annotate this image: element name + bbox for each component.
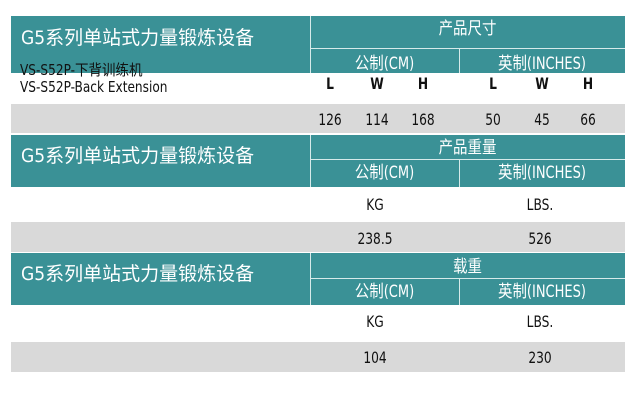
section-header-weight	[11, 135, 625, 187]
divider	[310, 159, 625, 160]
section-header-dimensions	[11, 16, 625, 73]
values-row	[11, 104, 625, 133]
metric-label: 公制(CM)	[354, 282, 415, 302]
section-header-load	[11, 253, 625, 305]
heading-load: 载重	[453, 257, 482, 277]
dimension-value: 45	[534, 110, 550, 129]
load-kg: 104	[363, 348, 387, 367]
series-title: G5系列单站式力量锻炼设备	[21, 144, 255, 167]
divider	[310, 135, 311, 187]
product-name-cn: VS-S52P-下背训练机	[20, 61, 143, 79]
dimension-value: 66	[580, 110, 596, 129]
values-row	[11, 342, 625, 372]
heading-weight: 产品重量	[438, 138, 497, 158]
imperial-label: 英制(INCHES)	[498, 163, 586, 183]
unit-kg: KG	[366, 195, 384, 214]
dimension-label: L	[326, 74, 334, 93]
divider	[459, 48, 460, 73]
heading-dimensions: 产品尺寸	[438, 19, 497, 39]
values-row	[11, 222, 625, 252]
dimension-label: W	[535, 74, 549, 93]
dimension-label: H	[417, 74, 429, 93]
dimension-value: 114	[365, 110, 389, 129]
unit-lbs: LBS.	[526, 195, 554, 214]
series-title: G5系列单站式力量锻炼设备	[21, 262, 255, 285]
dimension-value: 126	[318, 110, 342, 129]
metric-label: 公制(CM)	[354, 163, 415, 183]
unit-kg: KG	[366, 312, 384, 331]
product-name-en: VS-S52P-Back Extension	[20, 78, 168, 96]
series-title: G5系列单站式力量锻炼设备	[21, 26, 255, 49]
product-name: VS-S52P-下背训练机 VS-S52P-Back Extension	[20, 62, 167, 96]
unit-lbs: LBS.	[526, 312, 554, 331]
divider	[310, 16, 311, 73]
dimension-value: 168	[411, 110, 435, 129]
weight-kg: 238.5	[357, 229, 393, 248]
imperial-label: 英制(INCHES)	[498, 282, 586, 302]
dimension-label: L	[489, 74, 497, 93]
load-lbs: 230	[528, 348, 552, 367]
dimension-label: W	[370, 74, 384, 93]
divider	[310, 253, 311, 305]
imperial-label: 英制(INCHES)	[498, 54, 586, 74]
divider	[459, 278, 460, 305]
divider	[310, 48, 625, 49]
metric-label: 公制(CM)	[354, 54, 415, 74]
dimension-label: H	[582, 74, 594, 93]
divider	[459, 159, 460, 187]
weight-lbs: 526	[528, 229, 552, 248]
divider	[310, 278, 625, 279]
dimension-value: 50	[485, 110, 501, 129]
